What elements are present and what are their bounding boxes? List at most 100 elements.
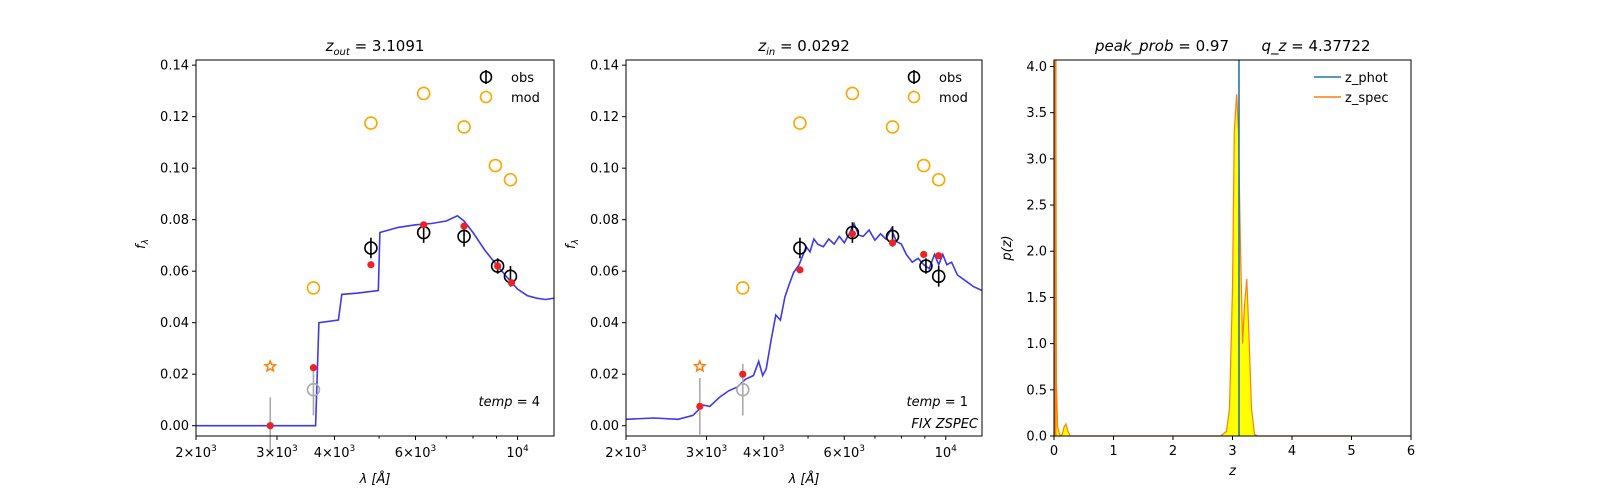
sed-panel-2: 0.000.020.040.060.080.100.120.142×103 3×1… — [564, 37, 983, 487]
y-axis-label: p(z) — [1000, 235, 1015, 261]
x-tick-label: 6×103 — [824, 444, 865, 461]
text-span: 3 — [779, 444, 785, 454]
x-tick-label: 104 — [935, 444, 958, 461]
obs-point-3 — [919, 259, 933, 273]
text-span: 4×10 — [743, 446, 779, 461]
obs-point-0 — [793, 241, 807, 255]
y-tick-label: 0.06 — [590, 265, 619, 280]
legend-label-0: z_phot — [1345, 71, 1388, 86]
text-span: 2×10 — [605, 446, 641, 461]
chart-title: zout = 3.1091 — [325, 37, 425, 58]
legend-obs-label: obs — [511, 71, 534, 86]
sed-panel-1: 0.000.020.040.060.080.100.120.142×103 3×1… — [134, 37, 555, 487]
x-tick-label: 4×103 — [743, 444, 784, 461]
y-tick-label: 0.10 — [160, 162, 189, 177]
mod-point-3 — [885, 120, 900, 134]
legend-obs-label: obs — [939, 71, 962, 86]
legend-obs-marker — [907, 70, 921, 84]
x-axis-label: λ [Å] — [788, 471, 820, 487]
mod-point-3 — [457, 120, 471, 134]
x-axis-label: λ [Å] — [359, 471, 391, 487]
mod-point-1 — [364, 116, 378, 130]
y-axis-label: fλ — [564, 239, 581, 249]
red-point-3 — [420, 221, 428, 229]
text-span: 3 — [859, 444, 865, 454]
x-tick-label: 0 — [1050, 444, 1058, 459]
obs-gray-point-0 — [306, 382, 321, 397]
text-span: in — [766, 47, 775, 58]
red-point-1 — [309, 364, 318, 372]
sed-model-line — [626, 221, 982, 421]
red-point-0 — [696, 402, 704, 410]
red-point-4 — [460, 222, 468, 230]
text-span: 10 — [506, 446, 523, 461]
red-point-5 — [494, 262, 502, 270]
obs-point-1 — [845, 225, 860, 240]
text-span: 3 — [292, 444, 298, 454]
text-span: 6×10 — [395, 446, 431, 461]
star-point-0 — [692, 358, 708, 373]
pz-panel: 0.0 0.5 1.0 1.5 2.0 2.5 3.0 3.5 4.0 0 1 2 3 4 5 6 peak_p… — [1000, 37, 1415, 479]
text-span: 3×10 — [686, 446, 722, 461]
text-span: out — [333, 47, 350, 58]
y-tick-label: 0.00 — [590, 419, 619, 434]
star-point-0 — [263, 359, 278, 373]
legend-mod-marker — [479, 90, 493, 104]
text-span: 4 — [951, 444, 957, 454]
y-tick-label: 0.02 — [590, 368, 619, 383]
y-axis-label: fλ — [134, 239, 151, 249]
obs-point-4 — [931, 269, 946, 284]
temp-annotation: temp = 1 — [907, 395, 968, 410]
text-span: temp — [479, 395, 513, 410]
mod-point-5 — [503, 172, 518, 187]
y-tick-label: 4.0 — [1026, 60, 1047, 75]
y-tick-label: 0.08 — [160, 213, 189, 228]
x-axis-label: z — [1228, 464, 1237, 479]
red-point-2 — [796, 266, 804, 274]
text-span: q_z — [1261, 37, 1287, 56]
temp-annotation: temp = 4 — [479, 395, 540, 410]
text-span: 4×10 — [314, 446, 350, 461]
red-point-5 — [920, 250, 928, 259]
y-tick-label: 3.0 — [1026, 152, 1047, 167]
x-tick-label: 5 — [1347, 444, 1355, 459]
obs-gray-point-0 — [735, 382, 750, 397]
y-tick-label: 0.0 — [1026, 430, 1047, 445]
red-point-0 — [266, 422, 274, 430]
text-span: 10 — [935, 446, 952, 461]
axes-frame — [195, 59, 555, 437]
x-tick-label: 3×103 — [686, 444, 727, 461]
x-tick-label: 4×103 — [314, 444, 355, 461]
obs-point-3 — [490, 259, 505, 273]
y-tick-label: 1.0 — [1026, 337, 1047, 352]
x-tick-label: 3×103 — [256, 444, 297, 461]
legend-obs-marker — [479, 70, 493, 84]
text-span: 6×10 — [824, 446, 860, 461]
text-span: peak_prob — [1094, 37, 1174, 56]
text-span: f — [134, 242, 149, 249]
y-tick-label: 0.14 — [160, 59, 189, 74]
text-span: = 3.1091 — [350, 37, 425, 55]
text-span: λ — [141, 239, 151, 245]
y-tick-label: 0.12 — [160, 110, 189, 125]
text-span: 3 — [722, 444, 728, 454]
legend-mod-label: mod — [511, 91, 540, 106]
pz-fill — [1054, 61, 1352, 437]
y-tick-label: 0.14 — [590, 59, 619, 74]
mod-point-2 — [416, 86, 431, 101]
y-tick-label: 2.0 — [1026, 245, 1047, 260]
text-span: z — [757, 37, 767, 55]
text-span: 2×10 — [175, 446, 211, 461]
x-tick-label: 104 — [506, 444, 529, 461]
text-span: 3×10 — [256, 446, 292, 461]
legend-mod-label: mod — [939, 91, 968, 106]
text-span: = 4.37722 — [1286, 37, 1370, 55]
text-span: z — [325, 37, 335, 55]
y-tick-label: 0.10 — [590, 162, 619, 177]
x-tick-label: 2 — [1169, 444, 1177, 459]
sed-model-line — [196, 214, 554, 427]
y-tick-label: 0.02 — [160, 368, 189, 383]
mod-point-4 — [488, 158, 503, 173]
red-point-3 — [848, 230, 856, 238]
